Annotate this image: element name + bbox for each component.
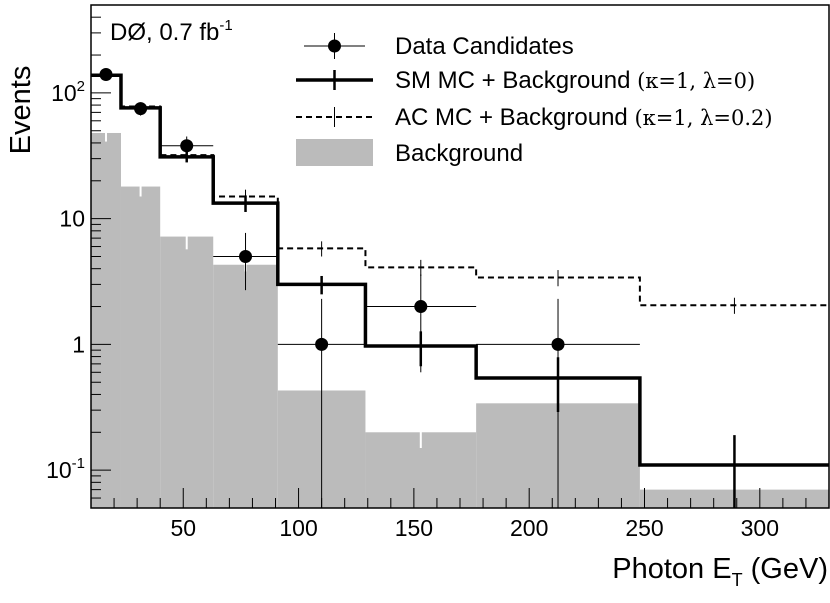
legend: Data Candidates SM MC + Background (κ=1, … bbox=[296, 33, 773, 167]
y-tick-label: 1 bbox=[72, 331, 85, 357]
legend-background-swatch bbox=[296, 139, 373, 166]
data-point bbox=[134, 102, 148, 116]
x-tick-label: 100 bbox=[279, 515, 317, 541]
data-point bbox=[414, 300, 428, 314]
x-tick-label: 50 bbox=[170, 515, 196, 541]
legend-ac-label: AC MC + Background (κ=1, λ=0.2) bbox=[395, 104, 773, 131]
legend-ac-params: (κ=1, λ=0.2) bbox=[634, 106, 772, 130]
background-bar bbox=[160, 236, 214, 508]
axes: 10-1 1 10 102 50 100 150 200 250 300 bbox=[46, 4, 830, 541]
y-tick-label: 10-1 bbox=[46, 455, 85, 483]
data-point bbox=[99, 68, 113, 82]
x-tick-label: 150 bbox=[395, 515, 433, 541]
x-tick-label: 250 bbox=[625, 515, 663, 541]
y-axis-title: Events bbox=[5, 66, 37, 155]
data-point bbox=[551, 337, 565, 351]
legend-sm-params: (κ=1, λ=0) bbox=[637, 69, 755, 93]
x-tick-label: 200 bbox=[510, 515, 548, 541]
legend-data-marker bbox=[328, 39, 341, 53]
background-bar bbox=[91, 132, 121, 509]
legend-background-label: Background bbox=[395, 140, 523, 167]
x-axis-title: Photon ET (GeV) bbox=[612, 553, 828, 590]
plot-area bbox=[91, 68, 829, 509]
data-point bbox=[180, 139, 194, 153]
x-tick-label: 300 bbox=[741, 515, 779, 541]
experiment-label: DØ, 0.7 fb-1 bbox=[110, 17, 233, 46]
y-tick-label: 10 bbox=[59, 206, 85, 232]
legend-data-label: Data Candidates bbox=[395, 33, 574, 60]
data-point bbox=[239, 250, 253, 263]
y-tick-label: 102 bbox=[51, 78, 85, 106]
legend-sm-label: SM MC + Background (κ=1, λ=0) bbox=[395, 67, 755, 94]
data-point bbox=[315, 337, 329, 351]
background-bar bbox=[120, 186, 161, 508]
background-bar bbox=[213, 264, 278, 508]
